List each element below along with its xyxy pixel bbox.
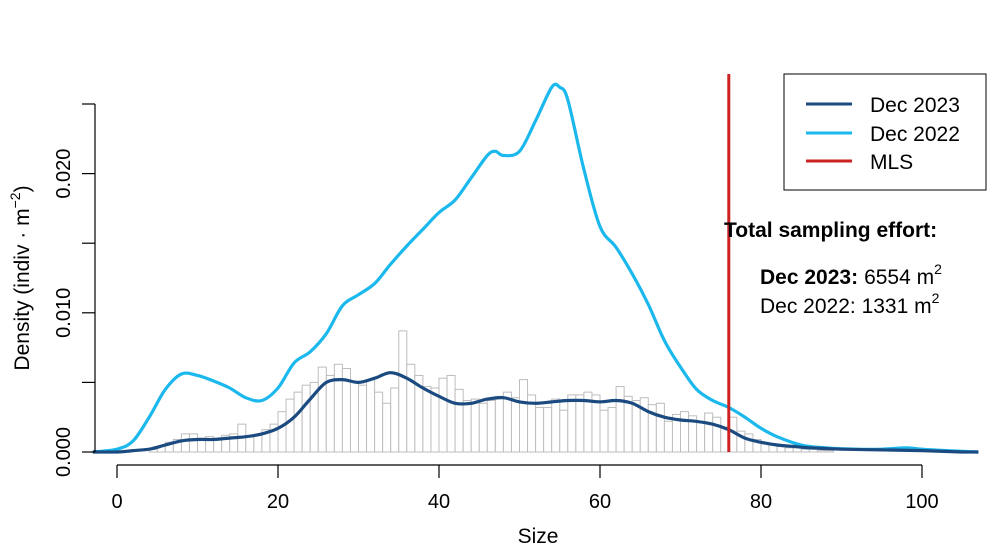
histogram-bar (784, 447, 794, 453)
histogram-bar (422, 386, 432, 453)
histogram-bar (293, 391, 303, 453)
histogram-bar (317, 366, 327, 453)
y-axis-title: Density (indiv · m−2) (7, 185, 34, 370)
sampling-effort-note: Total sampling effort: Dec 2023: 6554 m2 … (724, 219, 942, 318)
x-tick-label: 60 (589, 491, 611, 513)
y-tick-label: 0.010 (53, 288, 75, 338)
legend-label-dec-2022: Dec 2022 (870, 123, 960, 146)
histogram-bar (502, 391, 512, 453)
y-axis-title-close: ) (11, 185, 34, 192)
histogram-bar (253, 434, 263, 453)
histogram-bar (712, 416, 722, 453)
histogram-bar (285, 398, 295, 453)
density-line-dec-2023 (92, 371, 979, 454)
histogram-bar (615, 386, 625, 453)
sampling-effort-dec-2023-label: Dec 2023: (760, 266, 858, 289)
x-tick-label: 0 (111, 491, 122, 513)
histogram-bar (398, 330, 408, 453)
sampling-effort-dec-2022-exponent: 2 (932, 290, 940, 306)
histogram-bar (575, 394, 585, 453)
histogram-bar (366, 379, 376, 453)
histogram-bar (245, 436, 255, 453)
density-line-dec-2022 (92, 82, 979, 454)
histogram-bar (607, 406, 617, 453)
histogram-bar (390, 387, 400, 453)
histogram-bar (446, 374, 456, 453)
histogram-bar (744, 433, 754, 453)
histogram-bar (567, 394, 577, 453)
histogram-bar (301, 384, 311, 453)
density-lines (92, 82, 979, 454)
histogram-bar (430, 387, 440, 453)
x-axis-title: Size (518, 525, 559, 548)
histogram-bar (333, 363, 343, 453)
histogram-bar (374, 391, 384, 453)
legend-label-mls: MLS (870, 151, 913, 174)
histogram-bar (478, 402, 488, 453)
histogram-bar (462, 399, 472, 453)
sampling-effort-dec-2022-text: Dec 2022: 1331 m (760, 295, 932, 318)
histogram-bar (438, 377, 448, 453)
legend-box (783, 73, 987, 191)
histogram-bar (599, 409, 609, 453)
histogram-bar (816, 450, 826, 453)
sampling-effort-dec-2022: Dec 2022: 1331 m2 (760, 290, 940, 318)
histogram-bar (180, 433, 190, 453)
sampling-effort-dec-2023-exponent: 2 (934, 261, 942, 277)
y-tick-label: 0.000 (53, 427, 75, 477)
histogram-bar (551, 398, 561, 453)
sampling-effort-title: Total sampling effort: (724, 219, 937, 242)
legend: Dec 2023 Dec 2022 MLS (783, 73, 987, 191)
histogram-bar (655, 402, 665, 453)
histogram-bar (680, 411, 690, 453)
histogram-bar (663, 420, 673, 453)
histogram-bar (454, 388, 464, 453)
legend-label-dec-2023: Dec 2023 (870, 94, 960, 117)
x-tick-label: 80 (750, 491, 772, 513)
histogram-bar (543, 406, 553, 453)
histogram-bar (213, 438, 223, 453)
sampling-effort-dec-2023: Dec 2023: 6554 m2 (760, 261, 942, 289)
histogram-bar (358, 384, 368, 453)
histogram-bar (704, 412, 714, 453)
histogram-bar (510, 397, 521, 453)
y-tick-label: 0.020 (53, 149, 75, 199)
histogram-bar (188, 433, 198, 453)
histogram-bar (494, 395, 504, 453)
y-axis-title-main: Density (indiv · m (11, 208, 34, 370)
x-tick-label: 20 (267, 491, 289, 513)
histogram-bar (486, 399, 496, 453)
histogram-bar (824, 450, 834, 453)
x-tick-label: 100 (905, 491, 938, 513)
histogram-bar (639, 397, 649, 453)
histogram-bar (470, 398, 480, 453)
histogram-bar (559, 409, 569, 453)
histogram-bar (325, 374, 335, 453)
histogram-bar (519, 379, 529, 453)
x-axis: 0 20 40 60 80 100 (111, 464, 939, 513)
y-axis-title-exponent: −2 (7, 192, 23, 208)
sampling-effort-dec-2023-value: 6554 m (864, 266, 934, 289)
histogram-bar (591, 394, 601, 453)
histogram-bar (800, 448, 810, 453)
histogram-bar (382, 402, 392, 453)
y-axis: 0.000 0.010 0.020 (53, 103, 96, 477)
histogram-bar (535, 406, 545, 453)
histogram (148, 330, 834, 453)
histogram-bar (623, 395, 633, 453)
x-tick-label: 40 (428, 491, 450, 513)
histogram-bar (349, 381, 360, 453)
histogram-bar (696, 420, 706, 453)
histogram-bar (277, 411, 287, 453)
